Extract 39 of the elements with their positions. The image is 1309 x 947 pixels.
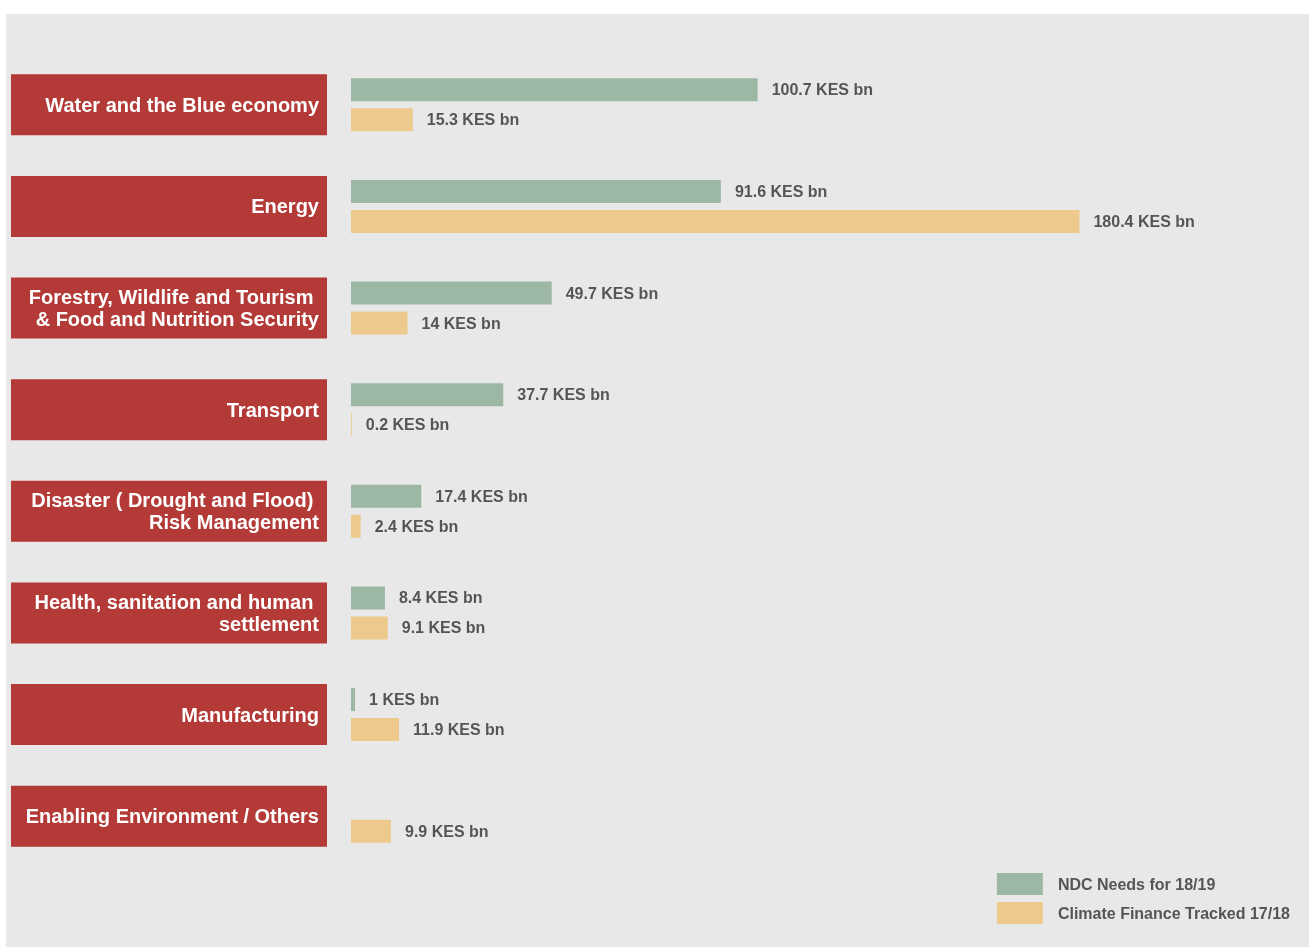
- bar: [351, 586, 385, 610]
- data-label: 37.7 KES bn: [517, 386, 610, 404]
- data-label: 8.4 KES bn: [398, 589, 483, 607]
- bar: [351, 108, 413, 132]
- y-tick-label: Manufacturing: [181, 703, 319, 726]
- bar: [351, 616, 388, 640]
- y-tick-label: Transport: [226, 398, 320, 421]
- legend-label: Climate Finance Tracked 17/18: [1057, 904, 1291, 922]
- y-tick-label: Health, sanitation and human settlement: [34, 590, 320, 635]
- y-tick-label: Water and the Blue economy: [45, 93, 320, 116]
- bar: [351, 718, 400, 742]
- bar: [351, 819, 391, 843]
- bar: [351, 383, 504, 407]
- data-label: 1 KES bn: [369, 691, 440, 709]
- legend-label: NDC Needs for 18/19: [1057, 875, 1216, 893]
- y-tick-label: Forestry, Wildlife and Tourism & Food and Nutrition Security: [28, 286, 320, 331]
- y-tick-label: Energy: [251, 195, 320, 218]
- data-label: 91.6 KES bn: [734, 182, 828, 200]
- bar: [351, 78, 758, 102]
- bar: [351, 514, 361, 538]
- data-label: 49.7 KES bn: [565, 284, 659, 302]
- data-label: 2.4 KES bn: [374, 517, 459, 535]
- bar: [351, 688, 356, 712]
- y-tick-label: Enabling Environment / Others: [25, 805, 319, 828]
- bar: [351, 209, 1080, 233]
- data-label: 0.2 KES bn: [365, 416, 450, 434]
- bar: [351, 484, 422, 508]
- data-label: 14 KES bn: [421, 314, 501, 332]
- data-label: 15.3 KES bn: [426, 111, 520, 129]
- bar: [351, 179, 721, 203]
- bar: [351, 281, 552, 305]
- data-label: 11.9 KES bn: [413, 721, 505, 739]
- data-label: 180.4 KES bn: [1093, 212, 1195, 230]
- data-label: 9.1 KES bn: [401, 619, 486, 637]
- data-label: 9.9 KES bn: [404, 822, 489, 840]
- bar: [351, 311, 408, 335]
- y-tick-label: Disaster ( Drought and Flood) Risk Management: [31, 489, 320, 534]
- data-label: 100.7 KES bn: [771, 81, 874, 99]
- data-label: 17.4 KES bn: [435, 487, 528, 505]
